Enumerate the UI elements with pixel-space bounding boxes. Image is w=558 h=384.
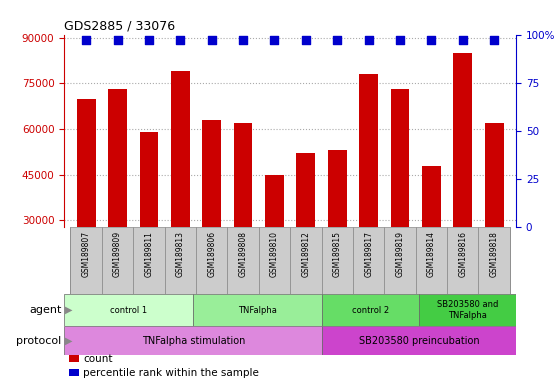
- Bar: [384, 227, 416, 294]
- Text: percentile rank within the sample: percentile rank within the sample: [83, 367, 259, 378]
- Point: [81, 37, 90, 43]
- Bar: [140, 132, 158, 312]
- Text: GSM189812: GSM189812: [301, 231, 310, 277]
- Point: [458, 37, 467, 43]
- Text: SB203580 and
TNFalpha: SB203580 and TNFalpha: [437, 300, 498, 320]
- Bar: [359, 74, 378, 312]
- Text: GSM189811: GSM189811: [145, 231, 153, 277]
- Text: GSM189807: GSM189807: [81, 231, 90, 277]
- Bar: [64, 326, 323, 355]
- Bar: [453, 53, 472, 312]
- Bar: [479, 227, 510, 294]
- Point: [239, 37, 248, 43]
- Bar: [165, 227, 196, 294]
- Text: TNFalpha stimulation: TNFalpha stimulation: [142, 336, 245, 346]
- Bar: [196, 227, 228, 294]
- Bar: [69, 369, 79, 376]
- Bar: [64, 294, 193, 326]
- Point: [301, 37, 310, 43]
- Text: control 2: control 2: [352, 306, 389, 314]
- Point: [333, 37, 341, 43]
- Bar: [422, 166, 441, 312]
- Point: [364, 37, 373, 43]
- Text: GSM189817: GSM189817: [364, 231, 373, 277]
- Bar: [76, 99, 95, 312]
- Bar: [323, 326, 516, 355]
- Text: GSM189813: GSM189813: [176, 231, 185, 277]
- Bar: [353, 227, 384, 294]
- Bar: [328, 151, 347, 312]
- Text: agent: agent: [29, 305, 61, 315]
- Text: GSM189819: GSM189819: [396, 231, 405, 277]
- Bar: [321, 227, 353, 294]
- Bar: [70, 227, 102, 294]
- Bar: [171, 71, 190, 312]
- Bar: [447, 227, 479, 294]
- Point: [396, 37, 405, 43]
- Point: [427, 37, 436, 43]
- Bar: [265, 175, 284, 312]
- Bar: [69, 355, 79, 362]
- Bar: [485, 123, 503, 312]
- Point: [176, 37, 185, 43]
- Text: protocol: protocol: [16, 336, 61, 346]
- Text: ▶: ▶: [65, 336, 73, 346]
- Text: GSM189810: GSM189810: [270, 231, 279, 277]
- Text: GSM189815: GSM189815: [333, 231, 341, 277]
- Point: [113, 37, 122, 43]
- Bar: [323, 294, 419, 326]
- Bar: [296, 154, 315, 312]
- Text: GSM189809: GSM189809: [113, 231, 122, 277]
- Text: ▶: ▶: [65, 305, 73, 315]
- Text: control 1: control 1: [110, 306, 147, 314]
- Bar: [108, 89, 127, 312]
- Point: [270, 37, 279, 43]
- Text: count: count: [83, 354, 113, 364]
- Bar: [133, 227, 165, 294]
- Bar: [259, 227, 290, 294]
- Point: [145, 37, 153, 43]
- Text: GSM189806: GSM189806: [207, 231, 216, 277]
- Text: SB203580 preincubation: SB203580 preincubation: [359, 336, 480, 346]
- Point: [490, 37, 499, 43]
- Point: [207, 37, 216, 43]
- Text: GSM189816: GSM189816: [458, 231, 467, 277]
- Bar: [193, 294, 323, 326]
- Bar: [290, 227, 321, 294]
- Bar: [228, 227, 259, 294]
- Text: TNFalpha: TNFalpha: [238, 306, 277, 314]
- Bar: [202, 120, 221, 312]
- Bar: [391, 89, 410, 312]
- Bar: [419, 294, 516, 326]
- Text: GSM189818: GSM189818: [490, 231, 499, 277]
- Bar: [416, 227, 447, 294]
- Text: GSM189814: GSM189814: [427, 231, 436, 277]
- Text: GDS2885 / 33076: GDS2885 / 33076: [64, 19, 175, 32]
- Bar: [234, 123, 252, 312]
- Bar: [102, 227, 133, 294]
- Text: GSM189808: GSM189808: [239, 231, 248, 277]
